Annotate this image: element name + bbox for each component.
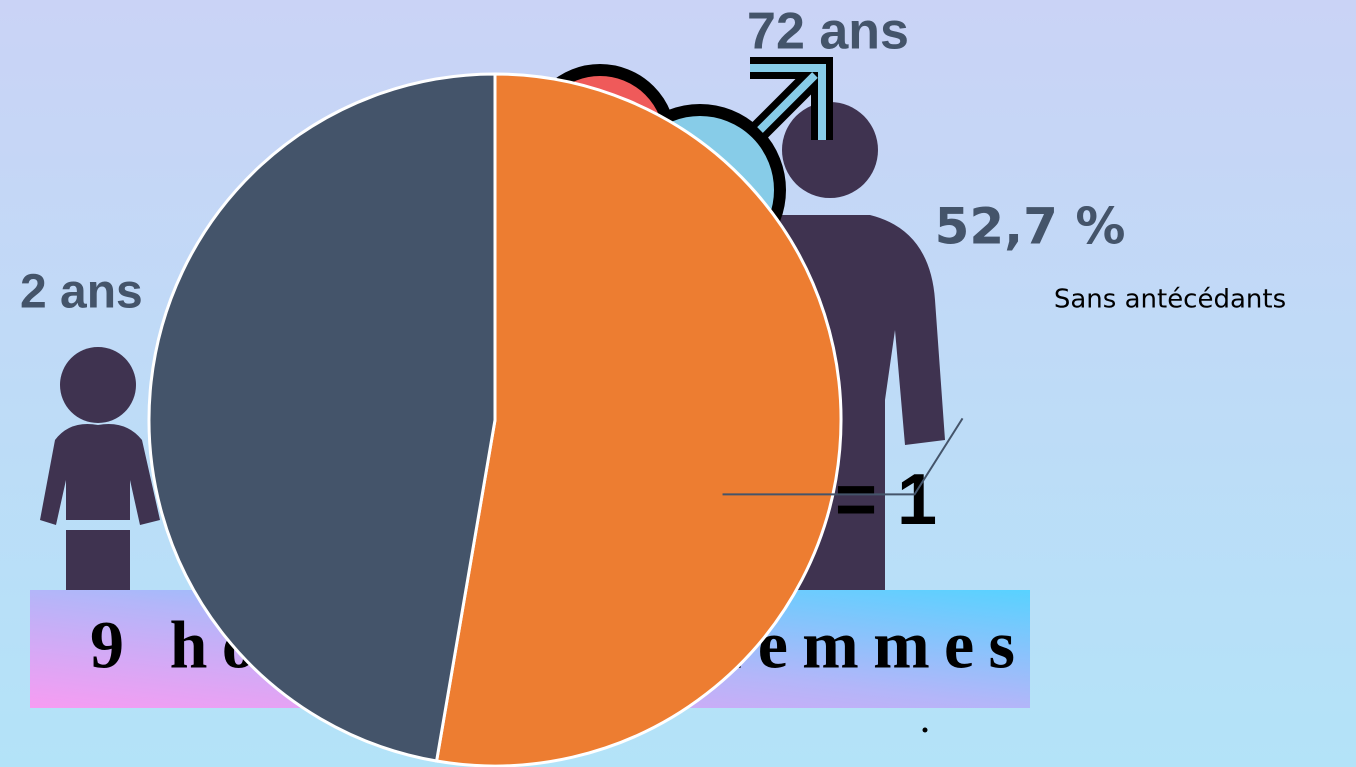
age-min: 2 ans bbox=[20, 266, 143, 319]
age-max: 72 ans bbox=[747, 3, 909, 61]
ratio: = 1 bbox=[835, 460, 937, 540]
page: 72 ans 2 ans = 1 9 hommes / 10 femmes 52… bbox=[0, 0, 1356, 767]
slide: 72 ans 2 ans = 1 9 hommes / 10 femmes 52… bbox=[0, 0, 1356, 767]
dot bbox=[923, 728, 928, 733]
category-label: Sans antécédants bbox=[1054, 285, 1286, 315]
pie bbox=[149, 74, 841, 766]
value-label: 52,7 % bbox=[935, 198, 1126, 256]
